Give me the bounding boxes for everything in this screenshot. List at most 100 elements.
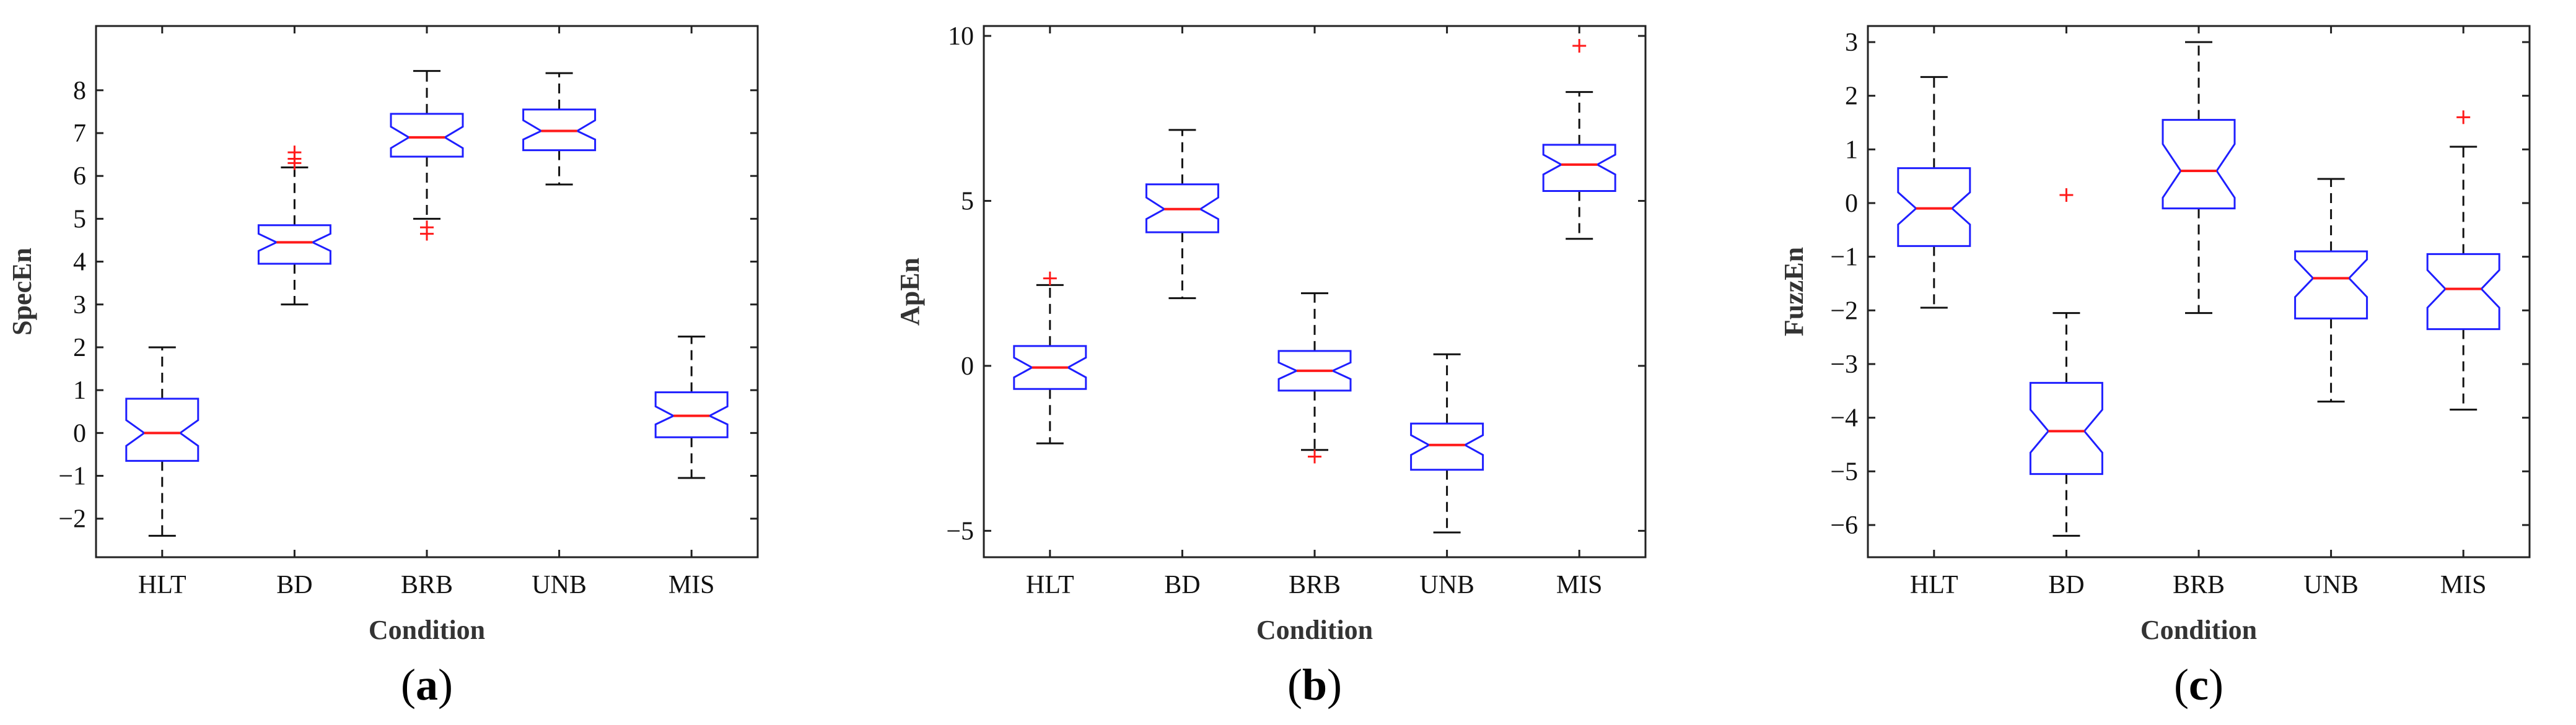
panel-a-xtick-label: BRB bbox=[401, 571, 453, 599]
panel-c-label-close: ) bbox=[2209, 660, 2223, 710]
panel-b-label: (b) bbox=[1287, 660, 1342, 710]
panel-c-xtick-label: BRB bbox=[2173, 571, 2225, 599]
panel-a-box-mis bbox=[654, 336, 729, 479]
panel-a-label: (a) bbox=[401, 660, 453, 710]
panel-b-box-bd bbox=[1145, 129, 1219, 300]
panel-a-notched-box bbox=[654, 391, 729, 438]
panel-c-ytick-label: 1 bbox=[1845, 136, 1858, 164]
panel-b-xtick-label: BRB bbox=[1289, 571, 1341, 599]
panel-a-outlier-marker bbox=[287, 145, 302, 160]
panel-a-ytick-label: −1 bbox=[58, 462, 86, 491]
panel-a-ytick-label: −2 bbox=[58, 505, 86, 534]
panel-c-notched-box bbox=[2162, 119, 2236, 210]
panel-c-ytick-label: −2 bbox=[1830, 297, 1858, 325]
panel-a-ytick-label: 4 bbox=[73, 248, 86, 277]
panel-a-boxes bbox=[125, 70, 729, 537]
panel-c-xtick-label: HLT bbox=[1910, 571, 1958, 599]
panel-b-ytick-label: 10 bbox=[948, 22, 974, 51]
panel-a-yticks: −2 −1 0 1 2 3 4 5 6 7 8 bbox=[58, 77, 758, 534]
panel-b-outlier-marker bbox=[1043, 271, 1057, 285]
panel-c-label-letter: c bbox=[2189, 660, 2209, 710]
panel-a-xtick-label: MIS bbox=[668, 571, 715, 599]
panel-c-ytick-label: −5 bbox=[1830, 458, 1858, 486]
panel-a-xtick-label: HLT bbox=[138, 571, 186, 599]
panel-c-ytick-label: −6 bbox=[1830, 511, 1858, 540]
panel-b: −5 0 5 10 HLT BD BRB UNB MIS ApEn Condition (b) bbox=[895, 22, 1647, 710]
panel-a-ytick-label: 2 bbox=[73, 334, 86, 362]
panel-b-outlier-marker bbox=[1308, 449, 1321, 464]
panel-b-notched-box bbox=[1542, 144, 1616, 192]
panel-c-ytick-label: −4 bbox=[1830, 404, 1858, 433]
panel-c-yticks: −6 −5 −4 −3 −2 −1 0 1 2 3 bbox=[1830, 28, 2530, 540]
panel-b-ytick-label: 0 bbox=[961, 352, 974, 381]
panel-c-box-brb bbox=[2162, 41, 2236, 315]
panel-b-notched-box bbox=[1410, 422, 1484, 471]
panel-a-ytick-label: 3 bbox=[73, 291, 86, 319]
panel-b-label-open: ( bbox=[1287, 660, 1302, 710]
panel-c-box-hlt bbox=[1897, 76, 1971, 309]
panel-b-label-letter: b bbox=[1302, 660, 1327, 710]
panel-c-xtick-label: MIS bbox=[2440, 571, 2487, 599]
panel-c-ytick-label: −1 bbox=[1830, 243, 1858, 272]
panel-a-xlabel: Condition bbox=[369, 615, 485, 645]
panel-a-ytick-label: 8 bbox=[73, 77, 86, 105]
panel-c-ytick-label: 3 bbox=[1845, 28, 1858, 57]
panel-b-ytick-label: 5 bbox=[961, 187, 974, 215]
panel-c-outlier-marker bbox=[2456, 110, 2471, 124]
panel-b-xtick-label: MIS bbox=[1556, 571, 1603, 599]
panel-a-ylabel: SpecEn bbox=[7, 248, 37, 336]
panel-b-xtick-label: BD bbox=[1164, 571, 1200, 599]
panel-a-box-hlt bbox=[125, 346, 199, 537]
panel-a-notched-box bbox=[257, 224, 331, 265]
panel-c-ytick-label: 0 bbox=[1845, 189, 1858, 218]
panel-a-outlier-marker bbox=[420, 220, 434, 235]
panel-a-label-close: ) bbox=[438, 660, 453, 710]
panel-c-ytick-label: 2 bbox=[1845, 82, 1858, 111]
panel-c-ytick-label: −3 bbox=[1830, 350, 1858, 379]
panel-b-box-unb bbox=[1410, 353, 1484, 534]
panel-b-ylabel: ApEn bbox=[895, 258, 925, 326]
panel-a-ytick-label: 7 bbox=[73, 119, 86, 148]
panel-c-label: (c) bbox=[2174, 660, 2223, 710]
panel-c-label-open: ( bbox=[2174, 660, 2189, 710]
panel-c: −6 −5 −4 −3 −2 −1 0 1 2 3 HLT BD BRB UNB MIS FuzzEn C… bbox=[1779, 25, 2531, 710]
panel-a-xtick-label: BD bbox=[276, 571, 312, 599]
panel-b-notched-box bbox=[1277, 350, 1352, 392]
panel-c-notched-box bbox=[2294, 250, 2368, 319]
panel-a-ytick-label: 1 bbox=[73, 376, 86, 405]
panel-a-box-bd bbox=[257, 145, 331, 306]
panel-a-ytick-label: 5 bbox=[73, 205, 86, 233]
panel-c-outlier-marker bbox=[2059, 188, 2074, 202]
panel-a-xtick-label: UNB bbox=[532, 571, 587, 599]
panel-c-xlabel: Condition bbox=[2140, 615, 2257, 645]
panel-c-box-bd bbox=[2029, 188, 2103, 537]
panel-a-notched-box bbox=[125, 397, 199, 462]
panel-b-notched-box bbox=[1145, 183, 1219, 233]
panel-b-xtick-label: UNB bbox=[1419, 571, 1474, 599]
panel-a-ytick-label: 6 bbox=[73, 162, 86, 191]
panel-c-notched-box bbox=[2426, 253, 2500, 331]
panel-b-outlier-marker bbox=[1572, 38, 1587, 53]
panel-b-xlabel: Condition bbox=[1256, 615, 1373, 645]
panel-b-xticks: HLT BD BRB UNB MIS bbox=[1026, 26, 1603, 599]
panel-c-xtick-label: UNB bbox=[2303, 571, 2359, 599]
panel-a-label-letter: a bbox=[416, 660, 438, 710]
panel-c-notched-box bbox=[2029, 381, 2103, 475]
panel-b-yticks: −5 0 5 10 bbox=[946, 22, 1645, 545]
panel-b-label-close: ) bbox=[1327, 660, 1342, 710]
panel-a-label-open: ( bbox=[401, 660, 416, 710]
panel-a-notched-box bbox=[522, 108, 597, 152]
panel-b-xtick-label: HLT bbox=[1026, 571, 1074, 599]
panel-c-boxes bbox=[1897, 41, 2500, 537]
panel-b-notched-box bbox=[1013, 345, 1087, 390]
panel-a-ytick-label: 0 bbox=[73, 419, 86, 448]
panel-c-box-unb bbox=[2294, 178, 2368, 403]
panel-a-notched-box bbox=[390, 113, 464, 158]
panel-c-notched-box bbox=[1897, 167, 1971, 247]
panel-a-xticks: HLT BD BRB UNB MIS bbox=[138, 26, 715, 599]
panel-a-box-unb bbox=[522, 72, 597, 186]
panel-b-box-brb bbox=[1277, 292, 1352, 464]
panel-a: −2 −1 0 1 2 3 4 5 6 7 8 HLT BD BRB UNB MIS SpecEn Cond… bbox=[7, 25, 759, 710]
